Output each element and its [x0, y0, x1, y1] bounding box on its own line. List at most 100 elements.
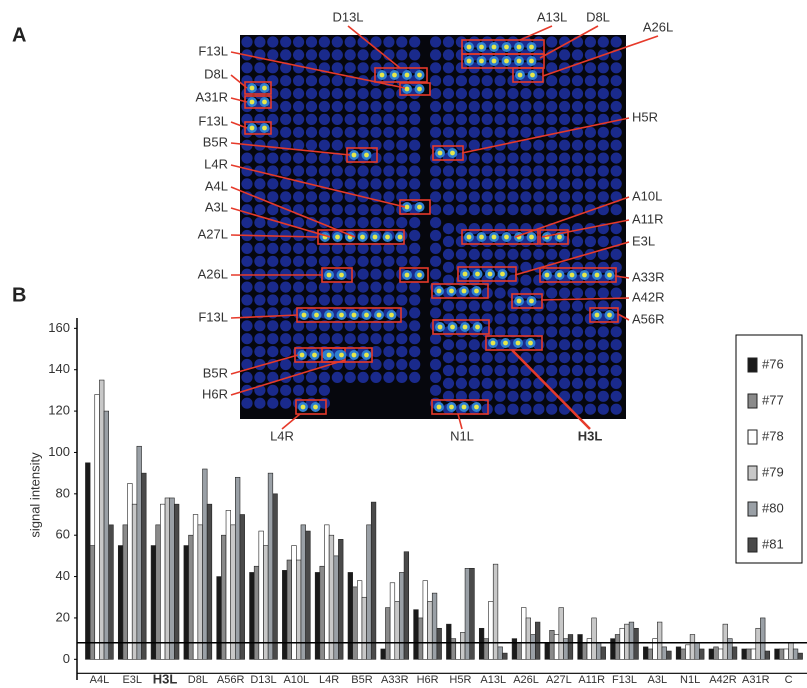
array-spot: [305, 333, 318, 345]
array-spot: [318, 152, 330, 164]
array-spot: [396, 371, 408, 383]
array-spot: [293, 36, 305, 48]
array-spot: [331, 75, 343, 87]
bright-core: [389, 312, 394, 318]
bright-core: [466, 58, 472, 64]
callout-line: [230, 186, 356, 238]
array-spot: [318, 294, 330, 306]
bright-core: [462, 324, 468, 330]
array-spot: [305, 100, 318, 113]
array-spot: [357, 49, 369, 61]
bar: [614, 634, 621, 660]
array-spot: [584, 339, 597, 351]
bar: [586, 638, 592, 660]
callout-line: [230, 314, 299, 319]
array-spot: [584, 36, 597, 48]
bar: [328, 534, 335, 660]
bright-core: [314, 312, 319, 318]
array-spot: [520, 88, 532, 100]
bright-core: [479, 44, 484, 50]
array-spot: [494, 223, 506, 235]
bright-core: [491, 234, 497, 240]
bar: [750, 648, 757, 660]
array-spot: [280, 307, 292, 319]
legend-swatch: [747, 537, 758, 553]
array-spot: [494, 75, 506, 87]
array-spot: [383, 333, 395, 345]
array-spot: [254, 152, 266, 164]
array-spot: [344, 49, 356, 61]
array-spot: [455, 178, 467, 190]
array-spot: [280, 152, 292, 164]
bar: [267, 472, 274, 660]
array-label: A3L: [205, 199, 228, 214]
array-spot: [305, 371, 318, 383]
y-tick-label: 80: [56, 485, 70, 500]
bar: [338, 539, 344, 660]
array-label: A42R: [632, 289, 665, 304]
array-spot: [455, 165, 467, 177]
array-spot: [584, 139, 597, 151]
array-spot: [610, 126, 622, 138]
array-spot: [546, 248, 558, 260]
bright-core: [569, 272, 575, 278]
array-spot: [241, 217, 253, 229]
bright-core: [249, 99, 255, 105]
array-spot: [430, 62, 442, 74]
bar: [127, 483, 133, 660]
bar: [361, 596, 367, 660]
bright-core: [326, 272, 332, 278]
array-label: L4R: [204, 156, 228, 171]
x-tick-label: N1L: [680, 674, 700, 686]
bright-core: [437, 150, 443, 156]
bright-core: [504, 58, 509, 64]
bright-core: [335, 234, 340, 240]
array-spot: [546, 339, 558, 351]
array-spot: [442, 113, 455, 125]
array-spot: [494, 287, 506, 299]
array-spot: [370, 204, 382, 216]
array-spot: [584, 326, 597, 338]
array-spot: [584, 364, 597, 377]
x-tick-label: H3L: [153, 671, 178, 686]
highlight-box: [374, 67, 428, 83]
array-spot: [468, 88, 480, 100]
array-spot: [468, 113, 480, 125]
array-spot: [584, 75, 597, 87]
bright-core: [385, 234, 390, 240]
array-spot: [520, 313, 532, 325]
array-spot: [610, 191, 622, 203]
array-spot: [331, 62, 343, 74]
bar: [431, 592, 438, 660]
array-spot: [546, 100, 558, 113]
bright-core: [436, 288, 442, 294]
array-spot: [597, 191, 609, 203]
callout-line: [230, 164, 406, 208]
array-spot: [597, 178, 609, 190]
bar: [258, 530, 264, 660]
array-label: A10L: [632, 188, 662, 203]
bar: [741, 648, 747, 660]
array-spot: [293, 294, 305, 306]
array-spot: [370, 346, 382, 358]
bar: [324, 524, 330, 660]
array-spot: [344, 358, 356, 371]
array-spot: [494, 178, 506, 190]
array-spot: [455, 300, 467, 312]
bar: [544, 642, 550, 660]
array-spot: [520, 274, 532, 286]
callout-line: [541, 219, 630, 238]
array-spot: [442, 313, 455, 325]
array-spot: [383, 268, 395, 280]
callout-line: [514, 196, 630, 238]
callout-line: [230, 121, 248, 129]
array-spot: [610, 62, 622, 74]
array-spot: [409, 307, 421, 319]
array-spot: [331, 333, 343, 345]
array-spot: [280, 113, 292, 125]
bright-core: [466, 234, 472, 240]
bright-core: [529, 298, 534, 304]
bright-core: [462, 271, 468, 277]
bright-core: [517, 72, 523, 78]
array-spot: [481, 300, 493, 312]
